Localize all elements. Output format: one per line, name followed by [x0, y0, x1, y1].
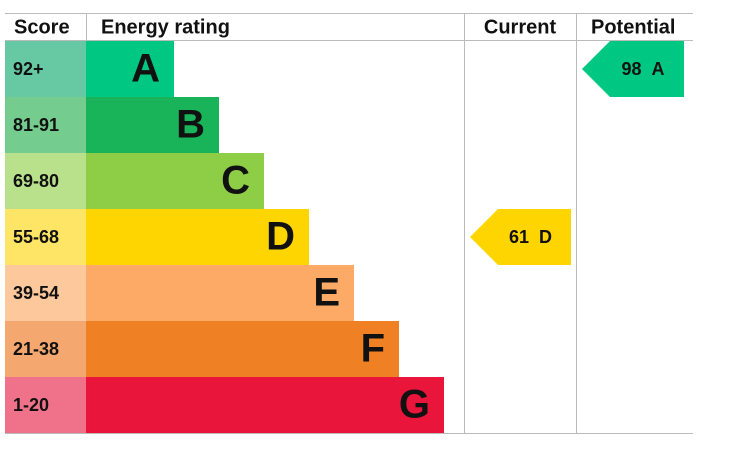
rating-bar — [86, 377, 444, 433]
score-cell — [5, 97, 86, 153]
rating-letter: F — [361, 327, 385, 371]
current-arrow — [470, 209, 571, 265]
rating-bar — [86, 209, 309, 265]
score-range: 81-91 — [13, 115, 59, 135]
rating-bar — [86, 153, 264, 209]
rating-letter: B — [176, 103, 205, 147]
rating-bar — [86, 321, 399, 377]
rating-letter: A — [131, 47, 160, 91]
score-cell — [5, 153, 86, 209]
header-rating: Energy rating — [101, 16, 230, 38]
score-range: 92+ — [13, 59, 44, 79]
current-score: 61 — [509, 227, 529, 247]
score-range: 21-38 — [13, 339, 59, 359]
potential-band: A — [652, 59, 665, 79]
potential-score: 98 — [621, 59, 641, 79]
rating-bar — [86, 265, 354, 321]
rating-letter: C — [221, 159, 250, 203]
current-label: 61 D — [509, 227, 552, 247]
score-range: 55-68 — [13, 227, 59, 247]
rating-letter: D — [266, 215, 295, 259]
score-cell — [5, 209, 86, 265]
score-cell — [5, 377, 86, 433]
score-cell — [5, 41, 86, 97]
header-score: Score — [14, 16, 70, 38]
score-range: 1-20 — [13, 395, 49, 415]
rating-letter: E — [313, 271, 340, 315]
current-band: D — [539, 227, 552, 247]
rating-bar — [86, 97, 219, 153]
header-potential: Potential — [591, 16, 675, 38]
score-range: 69-80 — [13, 171, 59, 191]
rating-bar — [86, 41, 174, 97]
rating-letter: G — [399, 383, 430, 427]
score-cell — [5, 265, 86, 321]
header-current: Current — [484, 16, 557, 38]
score-range: 39-54 — [13, 283, 59, 303]
potential-arrow — [582, 41, 684, 97]
potential-label: 98 A — [621, 59, 664, 79]
score-cell — [5, 321, 86, 377]
